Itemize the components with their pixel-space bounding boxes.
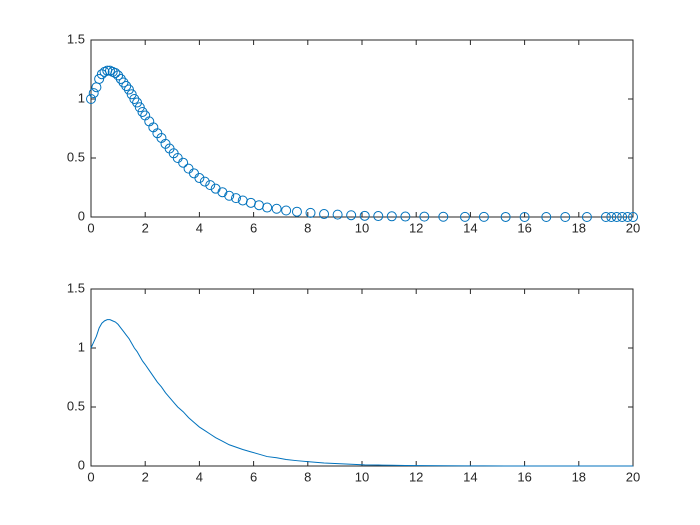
x-tick-label: 10 — [355, 469, 369, 484]
data-point — [188, 168, 199, 179]
data-point — [478, 211, 489, 222]
data-point — [600, 212, 611, 222]
data-point — [230, 193, 241, 204]
x-tick-label: 12 — [409, 220, 423, 235]
y-tick-label: 1 — [78, 90, 85, 105]
data-point — [129, 94, 140, 104]
data-point — [217, 187, 228, 198]
data-point — [91, 82, 102, 93]
x-tick-label: 0 — [87, 469, 94, 484]
x-tick-label: 18 — [572, 220, 586, 235]
x-tick-label: 4 — [196, 469, 203, 484]
data-point — [121, 81, 132, 92]
y-tick-label: 1 — [78, 339, 85, 354]
data-point — [400, 211, 411, 222]
data-point — [262, 202, 273, 213]
x-tick-label: 16 — [517, 220, 531, 235]
data-point — [500, 211, 511, 222]
data-point — [194, 173, 205, 184]
x-tick-label: 10 — [355, 220, 369, 235]
data-point — [137, 106, 148, 117]
data-point — [359, 210, 370, 221]
data-point — [291, 206, 302, 217]
x-tick-label: 8 — [304, 220, 311, 235]
data-point — [459, 211, 470, 222]
axes-box — [90, 288, 634, 467]
data-point — [617, 212, 628, 222]
data-point — [245, 197, 256, 208]
data-point — [319, 209, 330, 220]
data-point — [271, 203, 282, 214]
y-tick-label: 0.5 — [67, 398, 85, 413]
data-point — [581, 212, 592, 222]
x-tick-label: 18 — [572, 469, 586, 484]
data-point — [183, 163, 194, 174]
data-point — [94, 73, 105, 84]
data-point — [254, 200, 265, 211]
x-tick-label: 6 — [250, 220, 257, 235]
data-point — [205, 180, 216, 191]
x-tick-label: 2 — [142, 220, 149, 235]
x-tick-label: 14 — [463, 469, 477, 484]
data-point — [346, 210, 357, 221]
data-point — [419, 211, 430, 222]
data-point — [132, 97, 143, 108]
data-line — [90, 319, 633, 467]
data-point — [118, 77, 129, 88]
x-tick-label: 4 — [196, 220, 203, 235]
data-point — [519, 212, 530, 222]
data-point — [628, 212, 638, 222]
y-tick-label: 0.5 — [67, 149, 85, 164]
data-point — [622, 212, 633, 222]
x-tick-label: 12 — [409, 469, 423, 484]
data-point — [88, 88, 99, 99]
data-point — [110, 68, 121, 79]
x-tick-label: 8 — [304, 469, 311, 484]
data-point — [281, 205, 292, 216]
data-point — [332, 209, 343, 220]
x-tick-label: 20 — [626, 220, 640, 235]
y-tick-label: 1.5 — [67, 280, 85, 295]
data-point — [86, 94, 96, 104]
data-point — [386, 211, 397, 222]
data-point — [96, 69, 107, 80]
data-point — [373, 211, 384, 222]
data-point — [438, 211, 449, 222]
x-tick-label: 20 — [626, 469, 640, 484]
x-tick-label: 6 — [250, 469, 257, 484]
data-point — [126, 89, 137, 100]
data-point — [224, 190, 235, 201]
data-point — [611, 212, 622, 222]
data-point — [115, 73, 126, 84]
x-tick-label: 0 — [87, 220, 94, 235]
data-point — [541, 212, 552, 222]
data-point — [123, 84, 134, 95]
y-tick-label: 1.5 — [67, 31, 85, 46]
y-tick-label: 0 — [78, 208, 85, 223]
axes-box — [90, 39, 634, 218]
data-point — [305, 207, 316, 218]
data-point — [134, 102, 145, 113]
data-point — [199, 176, 210, 187]
x-tick-label: 16 — [517, 469, 531, 484]
data-point — [560, 212, 571, 222]
data-point — [178, 157, 189, 168]
data-point — [606, 212, 617, 222]
data-point — [113, 70, 124, 81]
x-tick-label: 14 — [463, 220, 477, 235]
x-tick-label: 2 — [142, 469, 149, 484]
y-tick-label: 0 — [78, 457, 85, 472]
